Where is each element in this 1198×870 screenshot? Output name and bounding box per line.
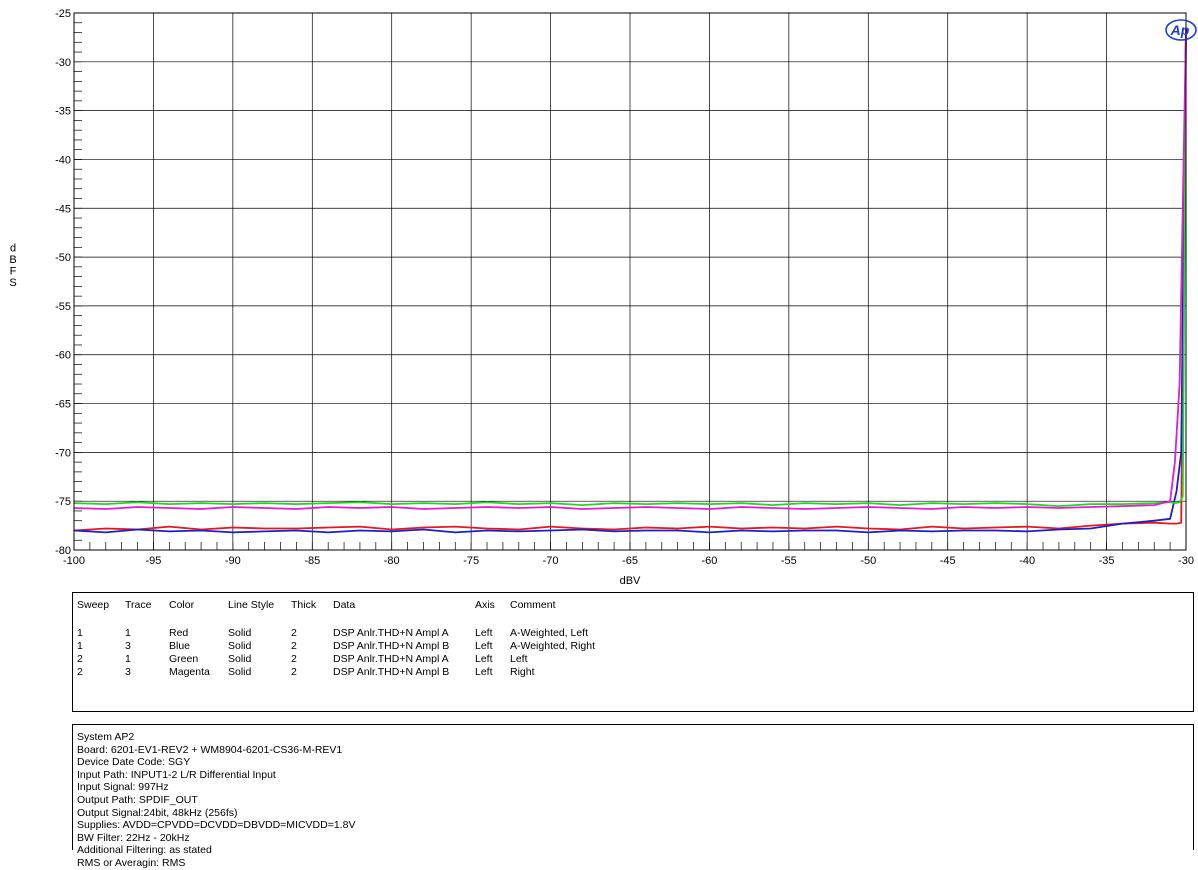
note-board: Board: 6201-EV1-REV2 + WM8904-6201-CS36-… [77, 743, 343, 756]
note-additional-filtering: Additional Filtering: as stated [77, 844, 212, 857]
legend-cell-axis: Left [475, 627, 493, 639]
note-system: System AP2 [77, 731, 135, 743]
y-axis-title-letter: B [9, 254, 16, 266]
legend-cell-comment: Left [510, 653, 528, 665]
y-tick-label: -50 [55, 252, 71, 264]
x-tick-label: -30 [1178, 555, 1194, 567]
legend-cell-trace: 1 [125, 627, 131, 639]
legend-cell-comment: A-Weighted, Right [510, 640, 596, 652]
note-rms: RMS or Averagin: RMS [77, 856, 186, 869]
x-tick-labels: -100 -95 -90 -85 -80 -75 -70 -65 -60 -55 -50 -45 -40… [63, 555, 1194, 567]
y-tick-label: -75 [55, 496, 71, 508]
y-tick-label: -35 [55, 106, 71, 118]
x-tick-label: -55 [781, 555, 797, 567]
legend-cell-sweep: 2 [77, 653, 83, 665]
series-line-blue [73, 27, 1187, 534]
legend-header-trace: Trace [125, 599, 152, 611]
note-device-date-code: Device Date Code: SGY [77, 756, 191, 769]
legend-cell-line-style: Solid [228, 666, 252, 678]
note-input-path: Input Path: INPUT1-2 L/R Differential In… [77, 768, 276, 781]
x-tick-label: -85 [304, 555, 320, 567]
ap-logo: Ap [1165, 19, 1197, 41]
trace-legend-table: Sweep Trace Color Line Style Thick Data … [72, 592, 1194, 712]
series-line-magenta [73, 27, 1187, 510]
legend-header-data: Data [333, 599, 356, 611]
legend-cell-thick: 2 [291, 666, 297, 678]
legend-cell-trace: 1 [125, 653, 131, 665]
legend-header-thick: Thick [291, 599, 317, 611]
legend-cell-thick: 2 [291, 627, 297, 639]
y-tick-labels: -25 -30 -35 -40 -45 -50 -55 -60 -65 -70 -75 -80 [55, 8, 71, 557]
y-tick-label: -80 [55, 545, 71, 557]
note-bw-filter: BW Filter: 22Hz - 20kHz [77, 831, 190, 844]
ap-logo-text: Ap [1170, 22, 1190, 38]
legend-cell-line-style: Solid [228, 640, 252, 652]
measurement-notes: System AP2 Board: 6201-EV1-REV2 + WM8904… [72, 724, 1194, 869]
chart-grid [73, 12, 1187, 551]
thd-n-vs-level-chart: -100 -95 -90 -85 -80 -75 -70 -65 -60 -55 -50 -45 -40… [9, 8, 1197, 587]
legend-cell-thick: 2 [291, 640, 297, 652]
legend-cell-data: DSP Anlr.THD+N Ampl B [333, 640, 450, 652]
legend-header-comment: Comment [510, 599, 556, 611]
x-tick-label: -70 [543, 555, 559, 567]
series-layer [73, 27, 1187, 534]
legend-header-line-style: Line Style [228, 599, 275, 611]
note-supplies: Supplies: AVDD=CPVDD=DCVDD=DBVDD=MICVDD=… [77, 819, 356, 832]
legend-cell-thick: 2 [291, 653, 297, 665]
plot-frame [73, 12, 1187, 551]
series-line-green [73, 27, 1187, 508]
legend-cell-axis: Left [475, 653, 493, 665]
x-tick-label: -65 [622, 555, 638, 567]
y-tick-label: -65 [55, 399, 71, 411]
legend-cell-line-style: Solid [228, 653, 252, 665]
legend-cell-sweep: 2 [77, 666, 83, 678]
y-tick-label: -30 [55, 57, 71, 69]
x-tick-label: -50 [860, 555, 876, 567]
legend-cell-sweep: 1 [77, 627, 83, 639]
note-output-path: Output Path: SPDIF_OUT [77, 793, 198, 806]
note-output-signal: Output Signal:24bit, 48kHz (256fs) [77, 806, 238, 819]
legend-header-sweep: Sweep [77, 599, 110, 611]
legend-header-axis: Axis [475, 599, 495, 611]
y-tick-label: -40 [55, 154, 71, 166]
x-tick-label: -60 [701, 555, 717, 567]
legend-cell-trace: 3 [125, 640, 131, 652]
x-tick-label: -100 [63, 555, 85, 567]
legend-cell-color: Red [169, 627, 189, 639]
legend-header-color: Color [169, 599, 195, 611]
note-input-signal: Input Signal: 997Hz [77, 781, 169, 794]
legend-cell-data: DSP Anlr.THD+N Ampl A [333, 653, 449, 665]
x-tick-label: -40 [1019, 555, 1035, 567]
y-axis-title-letter: S [9, 277, 16, 289]
legend-cell-axis: Left [475, 666, 493, 678]
x-tick-label: -35 [1099, 555, 1115, 567]
y-axis-title-letter: d [10, 243, 16, 255]
legend-cell-sweep: 1 [77, 640, 83, 652]
x-tick-label: -80 [384, 555, 400, 567]
legend-cell-color: Blue [169, 640, 191, 652]
x-tick-label: -90 [225, 555, 241, 567]
legend-cell-comment: Right [510, 666, 535, 678]
y-tick-label: -45 [55, 203, 71, 215]
legend-cell-color: Magenta [169, 666, 210, 678]
minor-ticks [73, 12, 1187, 551]
series-line-red [73, 27, 1187, 532]
x-tick-label: -95 [145, 555, 161, 567]
legend-cell-data: DSP Anlr.THD+N Ampl B [333, 666, 450, 678]
legend-cell-trace: 3 [125, 666, 131, 678]
legend-cell-line-style: Solid [228, 627, 252, 639]
y-tick-label: -55 [55, 301, 71, 313]
legend-cell-data: DSP Anlr.THD+N Ampl A [333, 627, 449, 639]
y-axis-title-letter: F [10, 266, 17, 278]
y-tick-label: -25 [55, 8, 71, 20]
x-tick-label: -45 [940, 555, 956, 567]
legend-cell-comment: A-Weighted, Left [510, 627, 589, 639]
legend-cell-axis: Left [475, 640, 493, 652]
x-axis-title: dBV [620, 575, 641, 587]
y-tick-label: -70 [55, 447, 71, 459]
legend-cell-color: Green [169, 653, 199, 665]
y-tick-label: -60 [55, 350, 71, 362]
x-tick-label: -75 [463, 555, 479, 567]
